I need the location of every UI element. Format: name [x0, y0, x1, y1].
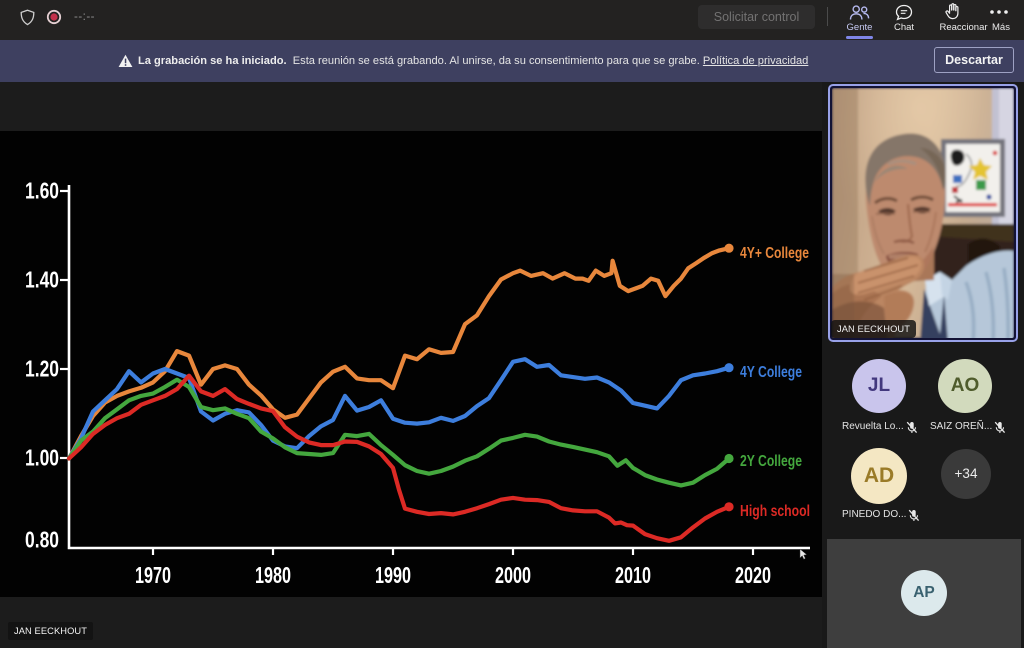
svg-text:1980: 1980 [255, 562, 291, 588]
svg-text:1.20: 1.20 [25, 356, 59, 382]
svg-text:2010: 2010 [615, 562, 651, 588]
svg-text:1990: 1990 [375, 562, 411, 588]
svg-text:2020: 2020 [735, 562, 771, 588]
svg-text:1970: 1970 [135, 562, 171, 588]
svg-text:0.80: 0.80 [25, 527, 59, 553]
svg-text:High school: High school [740, 503, 810, 520]
svg-text:1.00: 1.00 [25, 445, 59, 471]
svg-text:4Y+ College: 4Y+ College [740, 245, 809, 262]
svg-text:4Y College: 4Y College [740, 364, 802, 381]
svg-text:1.40: 1.40 [25, 267, 59, 293]
svg-text:1.60: 1.60 [25, 178, 59, 204]
svg-text:2000: 2000 [495, 562, 531, 588]
svg-text:2Y College: 2Y College [740, 453, 802, 470]
